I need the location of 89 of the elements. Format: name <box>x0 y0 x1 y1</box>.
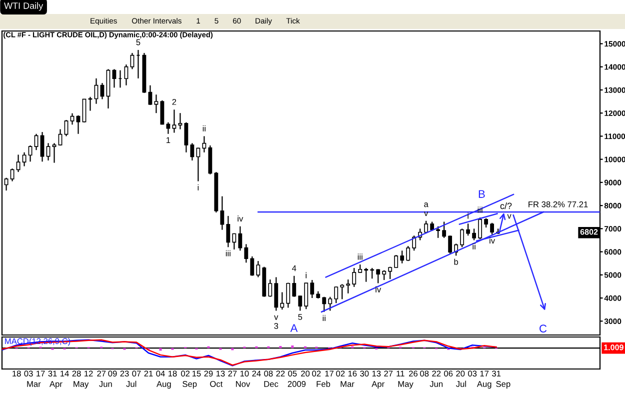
x-tick-label: 03 <box>468 370 477 377</box>
x-tick-label: 07 <box>132 370 141 377</box>
chart-title: WTI Daily <box>4 2 44 11</box>
annotation: ii <box>472 243 476 250</box>
x2-tick-label: Aug <box>156 381 171 389</box>
annotation: b <box>454 258 458 265</box>
x-tick-label: 31 <box>492 370 501 377</box>
text: 1.009 <box>604 344 624 350</box>
x2-tick-label: May <box>398 381 414 389</box>
annotation: v <box>424 212 428 216</box>
x2-tick-label: Mar <box>27 381 41 387</box>
annotation: FR 38.2% 77.21 <box>528 201 588 208</box>
x-tick-label: 05 <box>288 370 297 377</box>
x-tick-label: 22 <box>432 370 441 376</box>
x-tick-label: 15 <box>192 370 201 377</box>
annotation: ii <box>322 314 326 321</box>
x-tick-label: 13 <box>372 370 381 377</box>
x-tick-label: 31 <box>48 370 57 377</box>
x2-tick-label: Mar <box>340 381 354 387</box>
annotation: 1 <box>166 137 170 143</box>
annotation: 2 <box>172 98 176 105</box>
x-tick-label: 17 <box>36 370 45 376</box>
x-tick-label: 10 <box>240 370 249 377</box>
annotation: iii <box>358 254 362 260</box>
annotation: c/? <box>500 202 512 210</box>
x-tick-label: 23 <box>120 370 129 377</box>
annotation: iii <box>226 250 230 256</box>
x-tick-label: 18 <box>168 370 177 377</box>
x-tick-label: 22 <box>276 370 285 376</box>
annotation: v <box>274 315 278 320</box>
x-tick-label: 24 <box>252 370 261 376</box>
x-tick-label: 17 <box>480 370 489 376</box>
x-tick-label: 02 <box>181 370 190 377</box>
x2-tick-label: May <box>74 381 89 389</box>
x-tick-label: 26 <box>409 370 418 377</box>
x-tick-label: 27 <box>97 370 106 376</box>
x2-tick-label: Oct <box>210 381 223 387</box>
annotation: B <box>478 190 485 198</box>
annotation: iv <box>490 238 496 244</box>
x-tick-label: 20 <box>456 370 465 377</box>
annotation: ii <box>202 125 206 132</box>
annotation: a <box>424 202 428 208</box>
x-tick-label: 29 <box>204 370 213 377</box>
x-tick-label: 06 <box>444 370 453 377</box>
x-tick-label: 27 <box>228 370 237 376</box>
annotation: 5 <box>298 314 302 320</box>
annotation: i <box>306 272 307 278</box>
x-tick-label: 03 <box>24 370 33 377</box>
x2-tick-label: Jun <box>99 381 112 387</box>
annotation: C <box>540 324 547 332</box>
annotation: i <box>198 184 199 190</box>
annotation: 4 <box>292 265 296 272</box>
x2-tick-label: Jul <box>126 380 136 387</box>
x-tick-label: 18 <box>12 370 21 377</box>
x-tick-label: 17 <box>325 370 334 376</box>
x-tick-label: 30 <box>360 370 369 377</box>
x2-tick-label: Feb <box>316 380 330 387</box>
x-tick-label: 08 <box>420 370 429 377</box>
x-tick-label: 04 <box>156 370 165 377</box>
annotation: v <box>507 214 512 219</box>
x-tick-label: 08 <box>264 370 273 377</box>
x2-tick-label: Jun <box>430 381 443 387</box>
x-tick-label: 27 <box>384 370 393 376</box>
x-tick-label: 21 <box>144 370 153 376</box>
x2-tick-label: Nov <box>236 381 250 387</box>
x2-tick-label: Sep <box>496 381 510 389</box>
x2-tick-label: Jul <box>456 380 466 387</box>
annotation: 6802 <box>580 229 598 235</box>
annotation: A <box>290 324 298 332</box>
x-tick-label: 13 <box>216 370 225 377</box>
x-tick-label: 14 <box>60 370 69 376</box>
x2-tick-label: Apr <box>50 381 62 389</box>
x-tick-label: 16 <box>348 370 357 377</box>
x2-tick-label: Sep <box>182 381 197 389</box>
x2-tick-label: Dec <box>264 381 278 387</box>
annotation: 5 <box>136 39 140 46</box>
x-tick-label: 02 <box>336 370 345 377</box>
x-tick-label: 12 <box>84 370 93 376</box>
annotation: iv <box>376 286 382 292</box>
x-tick-label: 09 <box>108 370 117 377</box>
x-tick-label: 02 <box>312 370 321 377</box>
x-tick-label: 20 <box>301 370 310 377</box>
annotation: iv <box>238 216 244 222</box>
x2-tick-label: Apr <box>372 381 384 389</box>
x2-tick-label: Aug <box>476 381 492 389</box>
x-tick-label: 28 <box>72 370 81 377</box>
annotation: 3 <box>274 323 278 329</box>
x2-tick-label: 2009 <box>288 381 306 387</box>
x-tick-label: 11 <box>396 370 404 376</box>
